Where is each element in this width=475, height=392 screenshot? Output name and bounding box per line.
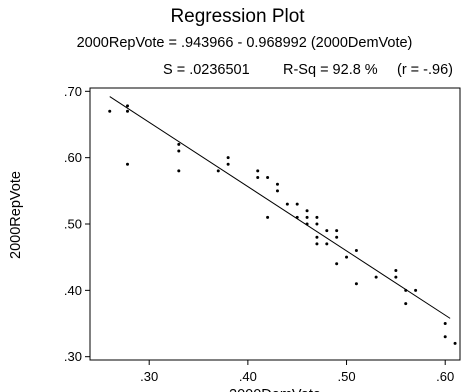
data-point [394,268,398,272]
data-point [315,215,319,219]
x-tick-label: .30 [140,369,158,384]
data-point [266,215,270,219]
data-point [325,229,329,233]
data-point [295,215,299,219]
data-point [125,104,129,108]
data-point [305,215,309,219]
data-point [315,235,319,239]
data-point [335,262,339,266]
y-tick-label: .70 [64,84,82,99]
data-point [325,242,329,246]
data-point [315,242,319,246]
chart-title: Regression Plot [170,6,305,27]
data-point [404,302,408,306]
data-point [285,202,289,206]
data-point [295,202,299,206]
y-tick-label: .30 [64,349,82,364]
data-point [125,109,129,113]
data-point [305,222,309,226]
data-point [256,169,260,173]
data-point [305,209,309,213]
data-point [335,235,339,239]
x-axis-label: 2000DemVote [229,387,321,392]
stat-s: S = .0236501 [163,62,250,78]
y-tick-label: .50 [64,217,82,232]
x-tick-label: .40 [239,369,257,384]
data-point [354,249,358,253]
data-point [443,335,447,339]
y-tick-label: .60 [64,150,82,165]
data-point [315,222,319,226]
x-tick-label: .60 [436,369,454,384]
data-point [443,322,447,326]
stat-r-squared: R-Sq = 92.8 % [283,62,378,78]
data-point [374,275,378,279]
data-point [177,169,181,173]
data-point [345,255,349,259]
data-point [335,229,339,233]
data-point [216,169,220,173]
data-point [256,176,260,180]
data-point [177,149,181,153]
data-point [125,162,129,166]
data-point [108,109,112,113]
data-point [354,282,358,286]
plot-frame [89,87,461,361]
x-tick-label: .50 [337,369,355,384]
regression-equation: 2000RepVote = .943966 - 0.968992 (2000De… [76,35,413,51]
data-point [453,341,457,345]
data-point [266,176,270,180]
data-point [404,288,408,292]
y-tick-label: .40 [64,283,82,298]
data-point [414,288,418,292]
data-point [226,162,230,166]
y-axis-label: 2000RepVote [8,171,24,259]
data-point [177,142,181,146]
stat-r: (r = -.96) [397,62,453,78]
data-point [275,189,279,193]
regression-line [109,96,451,319]
data-point [275,182,279,186]
data-point [394,275,398,279]
data-point [226,156,230,160]
